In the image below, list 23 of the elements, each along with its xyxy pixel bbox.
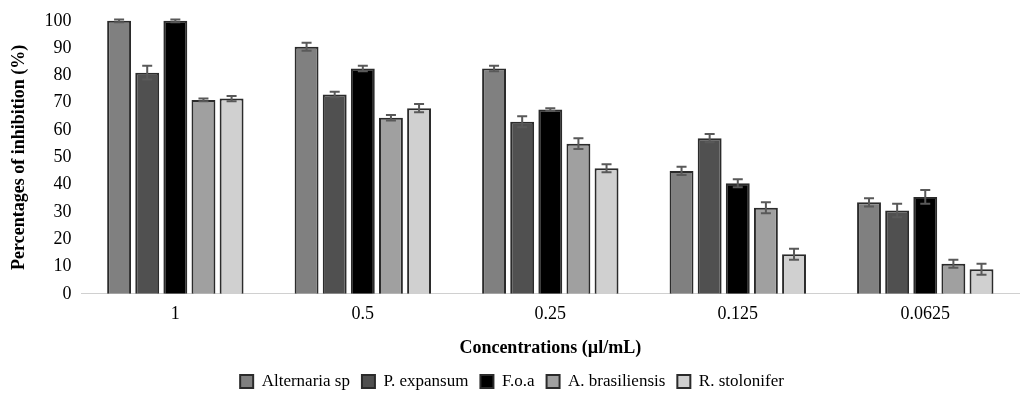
legend-label: R. stolonifer (698, 370, 785, 390)
y-tick-label: 0 (62, 282, 72, 303)
y-tick-label: 90 (53, 36, 72, 57)
y-tick-label: 30 (53, 200, 72, 221)
x-tick-label: 0.0625 (900, 303, 951, 324)
y-axis-title: Percentages of inhibition (%) (8, 44, 30, 270)
legend-label: P. expansum (383, 370, 469, 390)
y-tick-label: 40 (53, 173, 72, 194)
y-tick-label: 20 (53, 227, 72, 248)
x-tick-label: 0.25 (534, 303, 567, 324)
x-tick-label: 0.125 (717, 303, 759, 324)
legend-label: A. brasiliensis (568, 370, 666, 390)
y-tick-label: 80 (53, 64, 72, 85)
x-axis-title: Concentrations (µl/mL) (459, 336, 642, 358)
y-tick-label: 60 (53, 118, 72, 139)
x-tick-label: 0.5 (351, 303, 375, 324)
legend-label: Alternaria sp (261, 370, 350, 390)
legend-label: F.o.a (501, 370, 536, 390)
y-tick-label: 100 (44, 9, 72, 30)
y-tick-label: 70 (53, 91, 72, 112)
y-tick-label: 50 (53, 146, 72, 167)
x-tick-label: 1 (170, 303, 180, 324)
y-tick-label: 10 (53, 255, 72, 276)
